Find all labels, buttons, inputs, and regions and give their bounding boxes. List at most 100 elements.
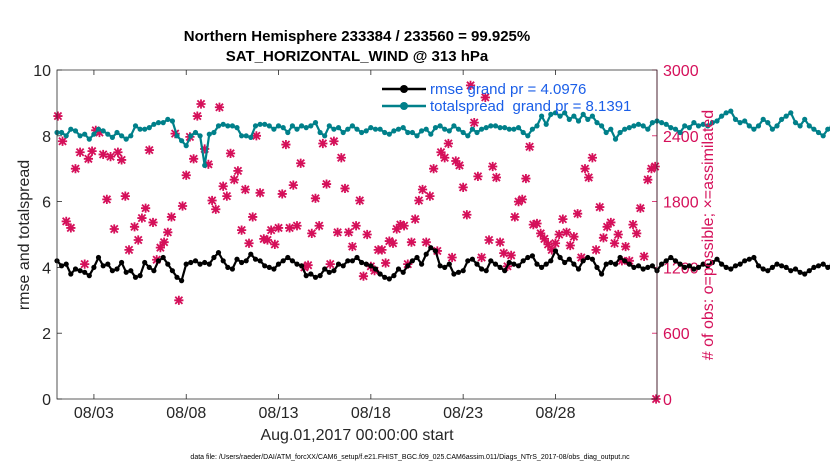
totalspread-point: [460, 129, 466, 136]
totalspread-point: [335, 125, 342, 131]
rmse-point: [266, 264, 272, 270]
obs-marker: [273, 223, 284, 233]
obs-marker: [536, 228, 546, 239]
obs-marker: [617, 256, 627, 266]
rmse-point: [594, 264, 600, 270]
obs-marker: [244, 238, 254, 248]
rmse-point: [802, 271, 808, 277]
obs-marker: [621, 241, 631, 252]
obs-marker: [347, 241, 357, 252]
totalspread-point: [382, 129, 388, 136]
obs-marker: [491, 172, 501, 183]
rmse-point: [160, 254, 166, 261]
obs-marker: [255, 188, 265, 198]
obs-marker: [565, 240, 575, 251]
rmse-point: [354, 254, 360, 261]
obs-marker: [462, 210, 472, 220]
obs-marker: [465, 80, 476, 90]
rmse-point: [257, 258, 263, 264]
totalspread-point: [289, 123, 295, 129]
rmse-point: [303, 273, 309, 279]
obs-marker: [517, 194, 527, 205]
obs-marker: [229, 175, 239, 185]
totalspread-point: [202, 162, 208, 168]
obs-marker: [573, 209, 583, 219]
obs-marker: [102, 194, 112, 205]
totalspread-point: [732, 116, 739, 122]
totalspread-point: [308, 123, 314, 129]
rmse-point: [723, 264, 729, 270]
rmse-point: [483, 268, 489, 274]
rmse-point: [474, 261, 480, 267]
obs-marker: [532, 218, 542, 229]
obs-marker: [211, 204, 221, 214]
totalspread-line: [57, 110, 830, 167]
rmse-point: [732, 263, 739, 269]
rmse-point: [428, 245, 434, 251]
totalspread-point: [419, 128, 425, 134]
totalspread-point: [100, 128, 106, 134]
rmse-point: [815, 263, 822, 269]
rmse-point: [146, 264, 152, 270]
obs-marker: [248, 212, 258, 222]
chart-title-line2: SAT_HORIZONTAL_WIND @ 313 hPa: [226, 48, 489, 65]
obs-marker: [632, 228, 642, 239]
rmse-point: [506, 259, 512, 266]
obs-marker: [436, 147, 446, 157]
rmse-point: [294, 261, 300, 267]
totalspread-point: [502, 125, 508, 131]
obs-marker: [381, 258, 391, 268]
totalspread-point: [359, 129, 365, 136]
legend: rmse grand pr = 4.0976 totalspread grand…: [382, 81, 631, 115]
obs-marker: [547, 245, 557, 255]
totalspread-point: [86, 136, 92, 142]
rmse-point: [239, 259, 245, 266]
rmse-point: [405, 263, 411, 269]
totalspread-point: [691, 120, 697, 126]
obs-marker: [598, 233, 609, 243]
totalspread-point: [179, 138, 185, 144]
rmse-point: [534, 261, 540, 267]
obs-marker: [440, 153, 450, 163]
obs-marker: [358, 271, 369, 281]
rmse-point: [709, 259, 716, 266]
totalspread-point: [668, 125, 674, 131]
obs-marker: [584, 172, 594, 183]
totalspread-point: [534, 123, 540, 129]
totalspread-point: [700, 121, 706, 127]
rmse-point: [502, 268, 508, 274]
obs-marker: [251, 131, 261, 141]
obs-marker: [624, 256, 634, 266]
totalspread-point: [105, 131, 111, 137]
rmse-point: [663, 258, 669, 264]
rmse-point: [442, 264, 448, 270]
obs-marker: [495, 237, 505, 247]
rmse-point: [243, 258, 249, 264]
obs-marker: [203, 159, 213, 169]
totalspread-point: [548, 111, 554, 117]
rmse-point: [137, 273, 143, 279]
totalspread-point: [423, 126, 429, 132]
obs-marker: [53, 111, 63, 121]
obs-marker: [75, 147, 85, 157]
rmse-point: [575, 266, 582, 272]
totalspread-point: [326, 123, 332, 129]
obs-marker: [362, 229, 372, 240]
totalspread-point: [599, 123, 605, 129]
x-tick-label: 08/28: [535, 405, 575, 422]
obs-marker: [321, 179, 332, 189]
rmse-point: [377, 271, 383, 277]
rmse-point: [492, 261, 499, 267]
rmse-point: [645, 264, 651, 270]
rmse-point: [372, 266, 379, 272]
rmse-point: [382, 274, 388, 280]
x-tick-label: 08/23: [443, 405, 483, 422]
obs-marker: [237, 225, 247, 235]
rmse-point: [169, 268, 175, 274]
totalspread-point: [354, 126, 360, 132]
totalspread-point: [165, 116, 171, 122]
totalspread-point: [511, 126, 517, 132]
totalspread-point: [820, 133, 826, 139]
rmse-point: [419, 261, 425, 267]
